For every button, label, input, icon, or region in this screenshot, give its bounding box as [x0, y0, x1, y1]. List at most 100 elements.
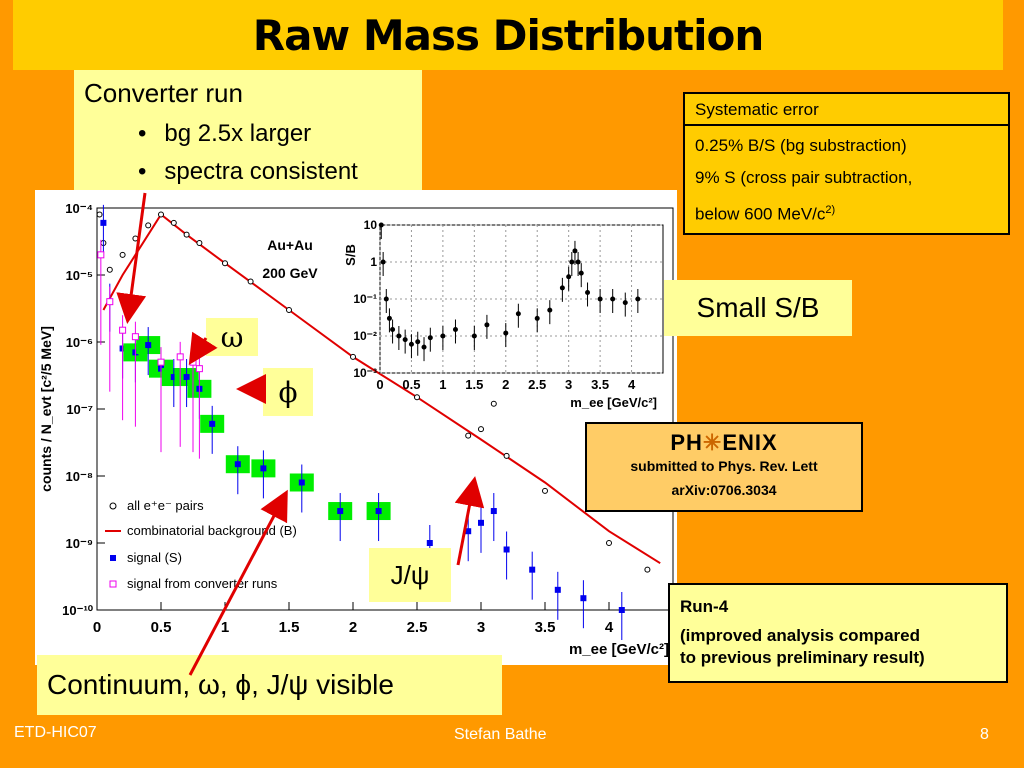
converter-bullets: bg 2.5x larger spectra consistent: [138, 120, 358, 196]
main-y-tick-label: 10⁻⁵: [66, 268, 93, 283]
inset-point: [396, 333, 402, 339]
inset-y-axis-label: S/B: [343, 244, 358, 266]
systematic-header: Systematic error: [685, 94, 1008, 126]
series-all-pairs-point: [158, 211, 164, 218]
inset-point: [383, 296, 389, 302]
series-all-pairs-point: [96, 211, 103, 218]
inset-x-axis-label: m_ee [GeV/c²]: [570, 395, 657, 410]
continuum-label: Continuum, ω, ϕ, J/ψ visible: [37, 655, 502, 715]
converter-bullet: bg 2.5x larger: [138, 120, 358, 148]
main-x-tick-label: 1: [221, 619, 229, 636]
series-converter-point: [176, 353, 184, 361]
series-all-pairs-point: [247, 278, 254, 285]
inset-x-tick-label: 1.5: [465, 377, 483, 392]
phenix-box: PH✳ENIX submitted to Phys. Rev. Lett arX…: [585, 422, 863, 512]
inset-point: [585, 289, 591, 295]
plot-panel: 0 0.5 1 1.5 2 2.5 3 3.5 4 10⁻¹⁰ 10⁻⁹ 10⁻⁸ 10⁻⁷ 10⁻⁶ 10…: [35, 190, 677, 665]
run4-desc2: to previous preliminary result): [680, 648, 925, 667]
series-converter-point: [195, 365, 203, 373]
inset-point: [610, 296, 616, 302]
inset-point: [427, 335, 433, 341]
series-signal-point: [209, 420, 216, 427]
inset-point: [515, 311, 521, 317]
small-sb-label: Small S/B: [664, 280, 852, 336]
inset-point: [578, 270, 584, 276]
legend-marker: [109, 580, 117, 588]
main-x-tick-label: 0.5: [151, 619, 172, 636]
jpsi-label: J/ψ: [369, 548, 451, 602]
title-bar: Raw Mass Distribution: [13, 0, 1003, 70]
systematic-sup: 2): [825, 204, 836, 216]
series-signal-point: [298, 479, 305, 486]
inset-point: [378, 222, 384, 228]
inset-x-tick-label: 0: [376, 377, 383, 392]
series-signal-point: [183, 374, 190, 381]
systematic-body: 0.25% B/S (bg substraction) 9% S (cross …: [685, 126, 1008, 235]
inset-y-tick-label: 10⁻¹: [353, 292, 377, 306]
inset-x-tick-label: 3: [565, 377, 572, 392]
series-all-pairs-point: [490, 400, 497, 407]
inset-x-tick-label: 4: [628, 377, 636, 392]
systematic-line: 0.25% B/S (bg substraction): [695, 136, 907, 155]
main-x-tick-label: 3: [477, 619, 485, 636]
series-signal-point: [580, 595, 587, 602]
series-signal-point: [375, 508, 382, 515]
series-converter-point: [119, 326, 127, 334]
series-converter-point: [189, 358, 197, 366]
inset-point: [484, 322, 490, 328]
inset-point: [402, 337, 408, 343]
inset-point: [503, 330, 509, 336]
legend-marker: [110, 555, 116, 561]
inset-x-tick-label: 0.5: [402, 377, 420, 392]
main-y-tick-label: 10⁻¹⁰: [62, 603, 94, 618]
inset-point: [575, 259, 581, 265]
inset-point: [559, 285, 565, 291]
series-all-pairs-point: [196, 240, 203, 247]
inset-point: [390, 326, 396, 332]
series-signal-point: [170, 374, 177, 381]
series-signal-point: [554, 586, 561, 593]
inset-point: [547, 307, 553, 313]
series-converter-point: [97, 251, 105, 259]
series-converter-point: [106, 298, 114, 306]
series-all-pairs-point: [183, 231, 190, 238]
run4-box: Run-4 (improved analysis compared to pre…: [668, 583, 1008, 683]
main-plot-svg: 0 0.5 1 1.5 2 2.5 3 3.5 410⁻¹⁰10⁻⁹10⁻⁸10⁻⁷10⁻⁶10…: [38, 201, 674, 658]
series-all-pairs-point: [132, 235, 139, 242]
inset-point: [622, 300, 628, 306]
inset-point: [386, 315, 392, 321]
main-x-tick-label: 1.5: [279, 619, 300, 636]
series-all-pairs-point: [503, 452, 510, 459]
converter-note: Converter run bg 2.5x larger spectra con…: [74, 70, 422, 194]
annotation-line: Au+Au: [267, 237, 313, 253]
inset-point: [408, 341, 414, 347]
inset-x-tick-label: 2.5: [528, 377, 546, 392]
main-y-tick-label: 10⁻⁶: [66, 335, 93, 350]
phi-label: ϕ: [263, 368, 313, 416]
series-all-pairs-point: [222, 260, 228, 267]
series-all-pairs-point: [542, 487, 548, 494]
inset-point: [569, 259, 575, 265]
phenix-logo: PH✳ENIX: [670, 430, 778, 455]
legend-entry: all e⁺e⁻ pairs: [127, 498, 204, 513]
series-signal-point: [478, 519, 484, 526]
series-signal-point: [260, 465, 267, 472]
series-all-pairs-point: [414, 394, 420, 401]
series-all-pairs-point: [145, 222, 152, 229]
inset-point: [597, 296, 603, 302]
omega-label: ω: [206, 318, 258, 356]
inset-y-tick-label: 10⁻³: [353, 366, 377, 380]
series-signal-point: [234, 461, 241, 468]
phenix-star-icon: ✳: [702, 430, 723, 455]
series-signal-point: [465, 528, 472, 535]
series-signal-point: [426, 540, 433, 546]
inset-point: [572, 248, 578, 254]
series-all-pairs-point: [286, 307, 292, 314]
footer-page-number: 8: [980, 726, 989, 743]
inset-x-tick-label: 3.5: [591, 377, 609, 392]
inset-point: [566, 274, 572, 280]
series-all-pairs-point: [478, 426, 484, 433]
series-signal-point: [100, 219, 107, 226]
series-all-pairs-point: [106, 266, 113, 273]
main-x-tick-label: 2: [349, 619, 357, 636]
